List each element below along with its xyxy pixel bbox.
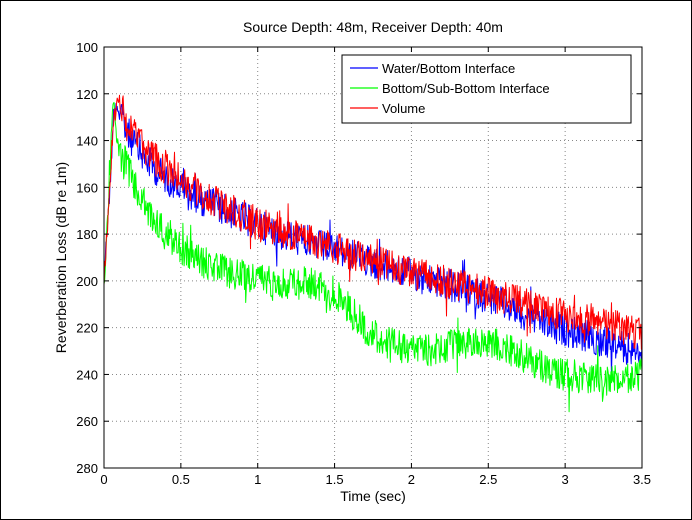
y-tick-label: 280 [76,461,98,476]
y-tick-label: 100 [76,40,98,55]
x-tick-label: 3.5 [633,472,651,487]
ticks: 0 0.5 1 1.5 2 2.5 3 3.5 100 120 140 160 180 200 220 240… [76,40,651,487]
legend-entry-2: Volume [382,101,425,116]
series-layer [103,94,643,413]
x-tick-label: 2.5 [479,472,497,487]
x-tick-label: 0.5 [172,472,190,487]
y-tick-label: 120 [76,87,98,102]
y-axis-label: Reverberation Loss (dB re 1m) [53,162,69,353]
series-line-2 [103,94,643,350]
x-tick-label: 0 [100,472,107,487]
x-tick-label: 1.5 [326,472,344,487]
legend-entry-0: Water/Bottom Interface [382,61,515,76]
series-line-1 [103,102,643,413]
y-tick-label: 220 [76,321,98,336]
y-tick-label: 200 [76,274,98,289]
y-tick-label: 140 [76,134,98,149]
axes-box [103,46,643,469]
legend-box [341,54,632,124]
y-tick-label: 160 [76,180,98,195]
x-tick-label: 2 [408,472,415,487]
x-tick-label: 1 [254,472,261,487]
x-axis-label: Time (sec) [340,488,406,504]
chart-title: Source Depth: 48m, Receiver Depth: 40m [243,19,503,35]
y-tick-label: 240 [76,367,98,382]
x-tick-label: 3 [562,472,569,487]
legend-entry-1: Bottom/Sub-Bottom Interface [382,81,550,96]
y-tick-label: 260 [76,414,98,429]
legend: Water/Bottom Interface Bottom/Sub-Bottom … [341,54,632,124]
y-tick-label: 180 [76,227,98,242]
